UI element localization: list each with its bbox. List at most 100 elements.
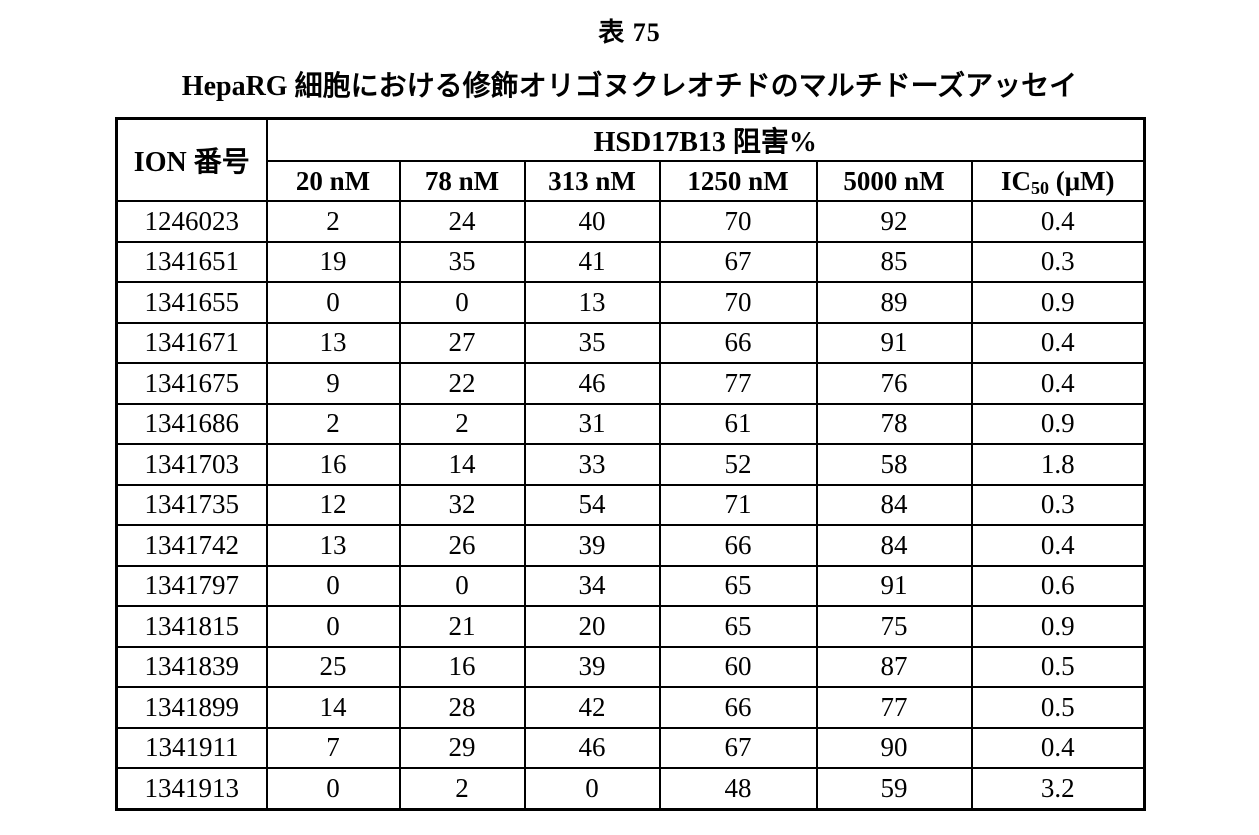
value-cell: 65 xyxy=(658,605,818,648)
ion-number-cell: 1341899 xyxy=(115,686,268,729)
value-cell: 25 xyxy=(265,645,401,688)
value-cell: 14 xyxy=(265,686,401,729)
value-cell: 66 xyxy=(658,524,818,567)
value-cell: 91 xyxy=(815,321,973,364)
value-cell: 61 xyxy=(658,402,818,445)
value-cell: 0.4 xyxy=(970,321,1146,364)
value-cell: 21 xyxy=(398,605,526,648)
value-cell: 2 xyxy=(398,767,526,810)
ion-number-cell: 1341815 xyxy=(115,605,268,648)
value-cell: 78 xyxy=(815,402,973,445)
value-cell: 0 xyxy=(398,281,526,324)
value-cell: 34 xyxy=(523,564,661,607)
ic50-header-base: IC xyxy=(1000,165,1031,196)
value-cell: 0.9 xyxy=(970,402,1146,445)
table-row: 1341742 13 26 39 66 84 0.4 xyxy=(115,524,1146,567)
ion-number-cell: 1246023 xyxy=(115,200,268,243)
value-cell: 58 xyxy=(815,443,973,486)
conc-header-20nm: 20 nM xyxy=(265,160,401,202)
value-cell: 29 xyxy=(398,726,526,769)
value-cell: 60 xyxy=(658,645,818,688)
value-cell: 0 xyxy=(265,564,401,607)
table-row: 1341671 13 27 35 66 91 0.4 xyxy=(115,321,1146,364)
ion-number-cell: 1341911 xyxy=(115,726,268,769)
value-cell: 89 xyxy=(815,281,973,324)
value-cell: 24 xyxy=(398,200,526,243)
table-row: 1341675 9 22 46 77 76 0.4 xyxy=(115,362,1146,405)
table-row: 1341839 25 16 39 60 87 0.5 xyxy=(115,645,1146,688)
value-cell: 84 xyxy=(815,483,973,526)
value-cell: 0.4 xyxy=(970,726,1146,769)
value-cell: 33 xyxy=(523,443,661,486)
ion-number-cell: 1341797 xyxy=(115,564,268,607)
ion-number-cell: 1341703 xyxy=(115,443,268,486)
value-cell: 41 xyxy=(523,240,661,283)
value-cell: 12 xyxy=(265,483,401,526)
assay-data-table: ION 番号 HSD17B13 阻害% 20 nM 78 nM 313 nM 1… xyxy=(115,117,1146,811)
value-cell: 87 xyxy=(815,645,973,688)
value-cell: 65 xyxy=(658,564,818,607)
value-cell: 1.8 xyxy=(970,443,1146,486)
table-header: ION 番号 HSD17B13 阻害% 20 nM 78 nM 313 nM 1… xyxy=(115,117,1146,202)
value-cell: 0 xyxy=(398,564,526,607)
conc-header-1250nm: 1250 nM xyxy=(658,160,818,202)
table-row: 1246023 2 24 40 70 92 0.4 xyxy=(115,200,1146,243)
value-cell: 70 xyxy=(658,281,818,324)
value-cell: 67 xyxy=(658,726,818,769)
value-cell: 27 xyxy=(398,321,526,364)
value-cell: 67 xyxy=(658,240,818,283)
value-cell: 2 xyxy=(265,200,401,243)
table-row: 1341735 12 32 54 71 84 0.3 xyxy=(115,483,1146,526)
value-cell: 0.4 xyxy=(970,362,1146,405)
value-cell: 0.4 xyxy=(970,524,1146,567)
value-cell: 31 xyxy=(523,402,661,445)
table-row: 1341899 14 28 42 66 77 0.5 xyxy=(115,686,1146,729)
value-cell: 42 xyxy=(523,686,661,729)
value-cell: 59 xyxy=(815,767,973,810)
ion-number-cell: 1341675 xyxy=(115,362,268,405)
ion-number-cell: 1341671 xyxy=(115,321,268,364)
value-cell: 77 xyxy=(815,686,973,729)
value-cell: 85 xyxy=(815,240,973,283)
value-cell: 0.4 xyxy=(970,200,1146,243)
ion-number-cell: 1341686 xyxy=(115,402,268,445)
value-cell: 26 xyxy=(398,524,526,567)
table-row: 1341911 7 29 46 67 90 0.4 xyxy=(115,726,1146,769)
value-cell: 2 xyxy=(398,402,526,445)
ic50-header-unit: (μM) xyxy=(1048,165,1115,196)
ion-number-cell: 1341913 xyxy=(115,767,268,810)
value-cell: 84 xyxy=(815,524,973,567)
value-cell: 0.3 xyxy=(970,240,1146,283)
table-row: 1341651 19 35 41 67 85 0.3 xyxy=(115,240,1146,283)
conc-header-78nm: 78 nM xyxy=(398,160,526,202)
value-cell: 9 xyxy=(265,362,401,405)
value-cell: 0.9 xyxy=(970,605,1146,648)
value-cell: 46 xyxy=(523,362,661,405)
value-cell: 0.5 xyxy=(970,686,1146,729)
value-cell: 77 xyxy=(658,362,818,405)
value-cell: 39 xyxy=(523,524,661,567)
value-cell: 28 xyxy=(398,686,526,729)
value-cell: 70 xyxy=(658,200,818,243)
value-cell: 90 xyxy=(815,726,973,769)
value-cell: 71 xyxy=(658,483,818,526)
table-body: 1246023 2 24 40 70 92 0.4 1341651 19 35 41 67 85 0.3 1… xyxy=(115,200,1146,810)
value-cell: 22 xyxy=(398,362,526,405)
value-cell: 75 xyxy=(815,605,973,648)
value-cell: 16 xyxy=(265,443,401,486)
ion-number-header: ION 番号 xyxy=(115,117,268,202)
value-cell: 7 xyxy=(265,726,401,769)
value-cell: 76 xyxy=(815,362,973,405)
ion-number-cell: 1341839 xyxy=(115,645,268,688)
table-row: 1341703 16 14 33 52 58 1.8 xyxy=(115,443,1146,486)
header-row-span: ION 番号 HSD17B13 阻害% xyxy=(115,117,1146,202)
value-cell: 19 xyxy=(265,240,401,283)
ion-number-cell: 1341651 xyxy=(115,240,268,283)
ion-number-cell: 1341655 xyxy=(115,281,268,324)
conc-header-5000nm: 5000 nM xyxy=(815,160,973,202)
ion-number-cell: 1341735 xyxy=(115,483,268,526)
value-cell: 52 xyxy=(658,443,818,486)
value-cell: 0 xyxy=(265,281,401,324)
table-caption: HepaRG 細胞における修飾オリゴヌクレオチドのマルチドーズアッセイ xyxy=(181,71,1078,102)
